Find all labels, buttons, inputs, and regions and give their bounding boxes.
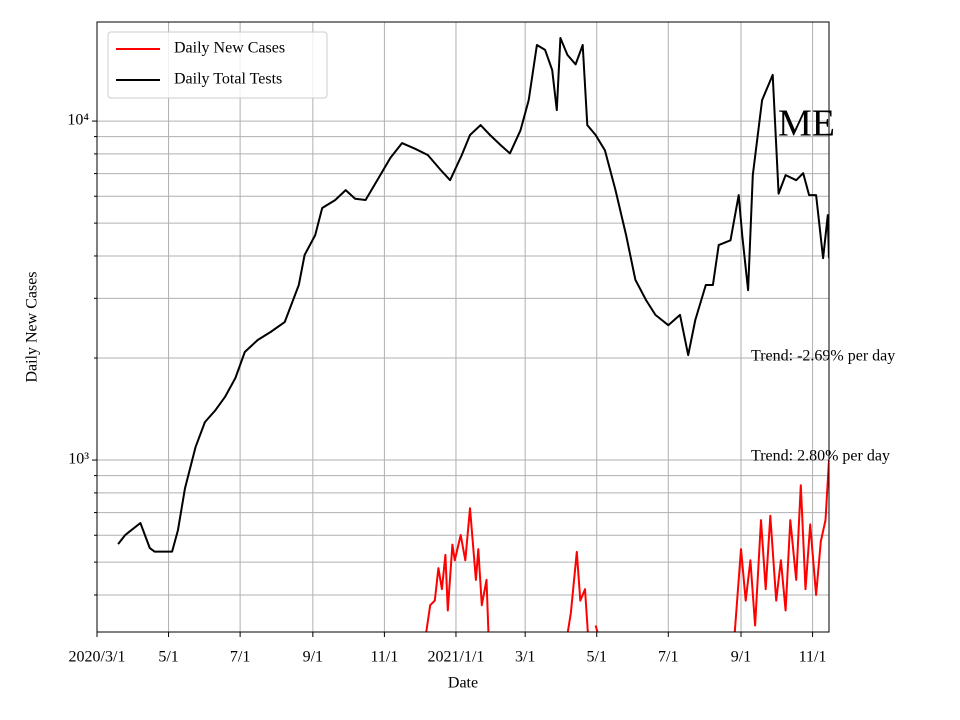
x-tick-label: 11/1	[799, 649, 827, 666]
x-tick-label: 11/1	[370, 649, 398, 666]
y-tick-label: 10⁴	[67, 112, 89, 129]
data-line	[117, 37, 829, 553]
legend: Daily New Cases Daily Total Tests	[107, 31, 328, 99]
annotation: Trend: -2.69% per day	[751, 348, 895, 365]
x-tick-label: 5/1	[587, 649, 607, 666]
x-tick-label: 7/1	[230, 649, 250, 666]
y-tick-label: 10³	[68, 451, 89, 468]
x-tick-label: 9/1	[731, 649, 751, 666]
legend-label: Daily New Cases	[174, 40, 285, 57]
x-axis-label: Date	[448, 675, 478, 692]
x-tick-label: 3/1	[515, 649, 535, 666]
legend-label: Daily Total Tests	[174, 71, 282, 88]
x-tick-label: 9/1	[303, 649, 323, 666]
plot-frame	[96, 21, 830, 633]
annotation: Trend: 2.80% per day	[751, 448, 890, 465]
x-tick-label: 2021/1/1	[428, 649, 485, 666]
data-line	[425, 460, 829, 632]
annotation: ME	[778, 103, 835, 145]
x-tick-label: 7/1	[658, 649, 678, 666]
x-tick-label: 2020/3/1	[69, 649, 126, 666]
x-tick-label: 5/1	[158, 649, 178, 666]
y-axis-label: Daily New Cases	[24, 271, 41, 382]
legend-box	[107, 31, 328, 99]
